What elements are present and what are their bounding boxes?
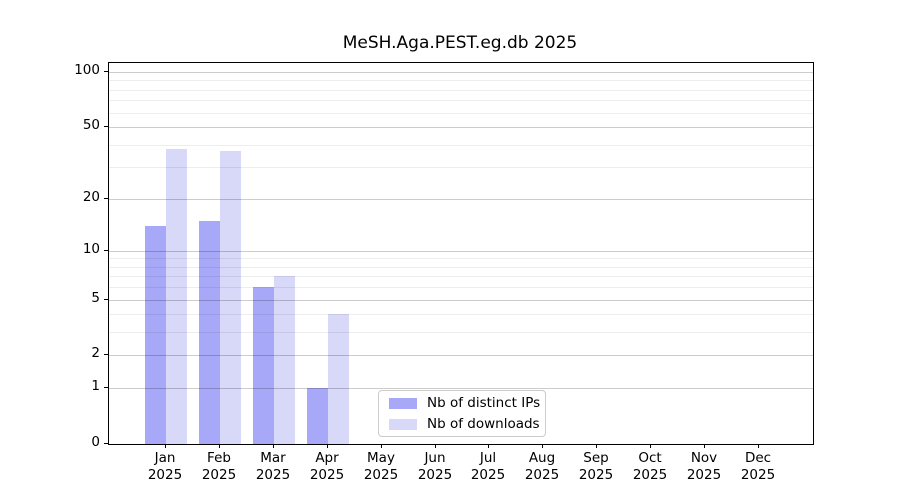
legend-row-distinct-ips: Nb of distinct IPs xyxy=(379,394,545,412)
x-tick-dec xyxy=(758,444,759,448)
y-tick-label-50: 50 xyxy=(82,117,100,133)
x-tick-oct xyxy=(650,444,651,448)
bar-downloads-jan xyxy=(166,148,187,444)
x-tick-year: 2025 xyxy=(309,466,345,483)
gridline-30 xyxy=(109,167,813,168)
gridline-3 xyxy=(109,332,813,333)
x-tick-label-nov: Nov 2025 xyxy=(669,450,739,484)
gridline-2 xyxy=(109,355,813,356)
x-tick-label-jul: Jul 2025 xyxy=(453,450,523,484)
y-tick-label-0: 0 xyxy=(91,434,100,450)
y-tick-label-20: 20 xyxy=(82,189,100,205)
gridline-20 xyxy=(109,199,813,200)
bar-distinct-ips-jan xyxy=(145,225,166,444)
gridline-80 xyxy=(109,90,813,91)
y-tick-label-10: 10 xyxy=(82,241,100,257)
x-tick-year: 2025 xyxy=(201,466,237,483)
y-tick-label-2: 2 xyxy=(91,345,100,361)
bar-downloads-feb xyxy=(219,150,241,444)
gridline-6 xyxy=(109,287,813,288)
x-tick-label-feb: Feb 2025 xyxy=(184,450,254,484)
gridline-50 xyxy=(109,127,813,128)
gridline-5 xyxy=(109,300,813,301)
x-tick-apr xyxy=(327,444,328,448)
y-tick-100 xyxy=(104,71,108,72)
x-tick-year: 2025 xyxy=(147,466,183,483)
x-tick-year: 2025 xyxy=(524,466,560,483)
x-tick-label-aug: Aug 2025 xyxy=(507,450,577,484)
legend-label: Nb of downloads xyxy=(427,416,540,432)
y-tick-2 xyxy=(104,354,108,355)
gridline-70 xyxy=(109,100,813,101)
gridline-100 xyxy=(109,72,813,73)
x-tick-year: 2025 xyxy=(740,466,776,483)
y-tick-0 xyxy=(104,443,108,444)
x-tick-aug xyxy=(542,444,543,448)
y-tick-label-1: 1 xyxy=(91,378,100,394)
bar-distinct-ips-feb xyxy=(198,220,220,444)
legend-row-downloads: Nb of downloads xyxy=(379,415,545,433)
y-tick-label-100: 100 xyxy=(74,62,100,78)
y-tick-50 xyxy=(104,126,108,127)
x-tick-label-mar: Mar 2025 xyxy=(238,450,308,484)
x-tick-feb xyxy=(219,444,220,448)
gridline-60 xyxy=(109,113,813,114)
y-tick-label-5: 5 xyxy=(91,290,100,306)
y-tick-5 xyxy=(104,299,108,300)
x-tick-label-sep: Sep 2025 xyxy=(561,450,631,484)
plot-area xyxy=(108,62,814,445)
x-tick-year: 2025 xyxy=(363,466,399,483)
x-tick-label-jan: Jan 2025 xyxy=(130,450,200,484)
x-tick-label-oct: Oct 2025 xyxy=(615,450,685,484)
chart-title: MeSH.Aga.PEST.eg.db 2025 xyxy=(342,33,578,53)
x-tick-mar xyxy=(273,444,274,448)
gridline-40 xyxy=(109,145,813,146)
bar-distinct-ips-mar xyxy=(252,287,274,444)
x-tick-label-apr: Apr 2025 xyxy=(292,450,362,484)
x-tick-year: 2025 xyxy=(255,466,291,483)
x-tick-sep xyxy=(596,444,597,448)
x-tick-nov xyxy=(704,444,705,448)
x-tick-jun xyxy=(435,444,436,448)
gridline-10 xyxy=(109,251,813,252)
bar-distinct-ips-apr xyxy=(306,388,328,444)
x-tick-year: 2025 xyxy=(578,466,614,483)
y-tick-1 xyxy=(104,387,108,388)
x-tick-year: 2025 xyxy=(470,466,506,483)
x-tick-label-may: May 2025 xyxy=(346,450,416,484)
x-tick-year: 2025 xyxy=(417,466,453,483)
x-tick-label-dec: Dec 2025 xyxy=(723,450,793,484)
y-tick-20 xyxy=(104,198,108,199)
legend: Nb of distinct IPs Nb of downloads xyxy=(378,390,546,437)
y-tick-10 xyxy=(104,250,108,251)
gridline-8 xyxy=(109,267,813,268)
legend-swatch-icon xyxy=(389,397,417,409)
gridline-90 xyxy=(109,80,813,81)
x-tick-may xyxy=(381,444,382,448)
x-tick-year: 2025 xyxy=(632,466,668,483)
x-tick-jan xyxy=(165,444,166,448)
gridline-7 xyxy=(109,276,813,277)
legend-label: Nb of distinct IPs xyxy=(427,395,541,411)
bar-downloads-mar xyxy=(273,276,295,444)
x-tick-year: 2025 xyxy=(686,466,722,483)
legend-swatch-icon xyxy=(389,418,417,430)
gridline-9 xyxy=(109,258,813,259)
bar-downloads-apr xyxy=(327,314,349,444)
gridline-4 xyxy=(109,314,813,315)
x-tick-label-jun: Jun 2025 xyxy=(400,450,470,484)
x-tick-jul xyxy=(488,444,489,448)
gridline-1 xyxy=(109,388,813,389)
